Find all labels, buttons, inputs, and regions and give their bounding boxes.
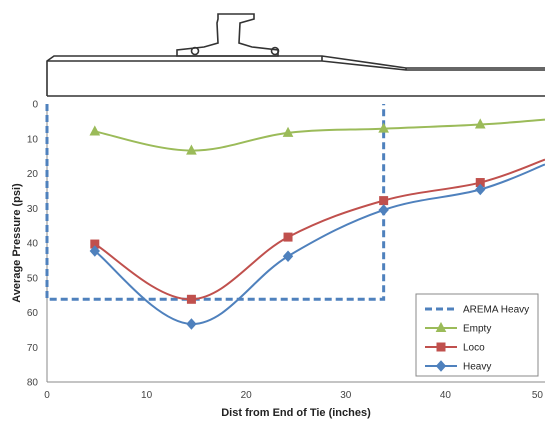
legend: AREMA Heavy Empty Loco Heavy — [415, 293, 539, 377]
y-tick-label: 30 — [27, 204, 39, 215]
x-tick-labels: 0 10 20 30 40 50 — [44, 390, 543, 401]
tie-outline — [46, 55, 545, 97]
y-tick-label: 40 — [27, 239, 39, 250]
x-tick-label: 20 — [241, 390, 253, 401]
legend-label-empty: Empty — [463, 324, 491, 335]
legend-item-heavy: Heavy — [425, 360, 491, 373]
data-point-heavy — [475, 183, 486, 196]
legend-marker-empty — [435, 321, 447, 332]
x-tick-label: 50 — [532, 390, 544, 401]
legend-item-empty: Empty — [425, 321, 491, 335]
y-tick-label: 80 — [27, 378, 39, 389]
data-point-loco — [186, 294, 196, 304]
legend-marker-loco — [436, 342, 446, 352]
y-axis-label: Average Pressure (psi) — [11, 183, 23, 303]
tie-lower-edge — [47, 60, 545, 71]
series-layer — [45, 104, 545, 330]
data-point-heavy — [89, 245, 100, 257]
y-tick-labels: 0 10 20 30 40 50 60 70 80 — [27, 100, 39, 389]
x-axis-label: Dist from End of Tie (inches) — [221, 407, 371, 419]
legend-marker-heavy — [435, 360, 447, 372]
legend-label-loco: Loco — [463, 343, 485, 354]
y-tick-label: 10 — [27, 134, 39, 145]
rail-and-tie-illustration — [46, 13, 545, 97]
y-tick-label: 60 — [27, 308, 39, 319]
series-loco — [90, 158, 545, 304]
data-point-heavy — [186, 318, 197, 330]
legend-items: AREMA Heavy Empty Loco Heavy — [425, 305, 529, 373]
y-tick-label: 20 — [27, 169, 39, 180]
legend-label-heavy: Heavy — [463, 362, 491, 373]
data-point-empty — [186, 144, 197, 155]
data-point-empty — [378, 122, 389, 133]
x-tick-label: 0 — [44, 390, 50, 401]
legend-label-arema-heavy: AREMA Heavy — [463, 305, 529, 316]
series-heavy — [89, 163, 545, 330]
y-tick-label: 70 — [27, 343, 39, 354]
data-point-empty — [282, 126, 294, 137]
y-tick-label: 0 — [32, 100, 38, 111]
legend-item-arema-heavy: AREMA Heavy — [425, 305, 529, 316]
x-tick-label: 30 — [340, 390, 352, 401]
x-tick-label: 10 — [141, 390, 153, 401]
data-point-heavy — [282, 250, 294, 262]
data-point-empty — [89, 125, 101, 136]
data-point-loco — [283, 232, 293, 242]
rail-clip-right — [270, 46, 280, 56]
data-point-loco — [379, 196, 389, 206]
y-tick-label: 50 — [27, 273, 39, 284]
series-empty — [89, 118, 545, 155]
rail-head — [176, 13, 279, 57]
rail-clip-left — [190, 46, 200, 56]
legend-item-loco: Loco — [425, 342, 485, 354]
data-point-empty — [474, 118, 486, 129]
x-tick-label: 40 — [440, 390, 452, 401]
data-point-heavy — [378, 204, 389, 216]
